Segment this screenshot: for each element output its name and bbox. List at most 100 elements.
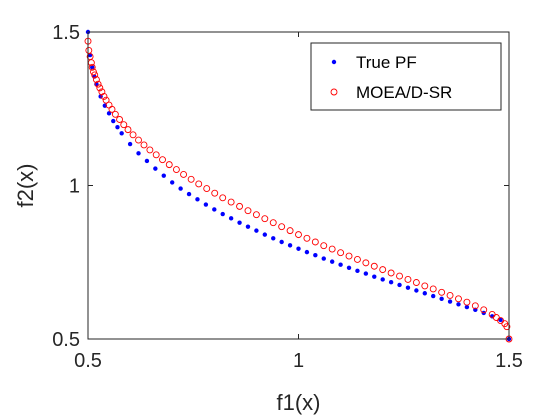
moead-sr-point xyxy=(98,88,106,96)
moead-sr-point xyxy=(187,175,195,183)
true-pf-point xyxy=(422,291,427,296)
moead-sr-point xyxy=(124,126,132,134)
true-pf-point xyxy=(405,285,411,290)
true-pf-point xyxy=(170,180,175,185)
moead-sr-point xyxy=(463,298,471,306)
moead-sr-point xyxy=(211,189,219,197)
true-pf-point xyxy=(127,141,133,147)
moead-sr-point xyxy=(328,245,336,253)
legend-box xyxy=(310,42,502,111)
moead-sr-point xyxy=(412,279,420,286)
true-pf-point xyxy=(111,118,116,124)
true-pf-point xyxy=(313,252,318,258)
y-tick-label: 1 xyxy=(69,176,80,198)
true-pf-point xyxy=(439,296,444,301)
moead-sr-point xyxy=(404,275,412,283)
true-pf-point xyxy=(178,186,183,191)
true-pf-point xyxy=(195,197,200,202)
moead-sr-point xyxy=(396,272,403,280)
moead-sr-point xyxy=(379,266,387,274)
true-pf-point xyxy=(363,271,369,276)
true-pf-point xyxy=(212,207,217,212)
true-pf-point xyxy=(355,268,360,274)
true-pf-point xyxy=(279,239,284,245)
true-pf-point xyxy=(262,232,268,237)
moead-sr-point xyxy=(244,207,252,215)
moead-sr-point xyxy=(116,116,124,123)
moead-sr-point xyxy=(303,234,311,242)
moead-sr-point xyxy=(278,223,286,231)
true-pf-point xyxy=(237,220,242,225)
moead-sr-point xyxy=(203,185,211,193)
true-pf-point xyxy=(414,288,419,293)
moead-sr-point xyxy=(100,93,108,100)
x-tick-label: 1 xyxy=(293,350,304,372)
moead-sr-point xyxy=(362,259,370,267)
moead-sr-point xyxy=(446,291,454,299)
moead-sr-point xyxy=(503,323,511,331)
moead-sr-point xyxy=(345,252,353,260)
true-pf-point xyxy=(228,216,234,221)
x-tick-label: 1.5 xyxy=(495,350,523,372)
true-pf-point xyxy=(186,191,192,197)
true-pf-point xyxy=(271,236,276,241)
moead-sr-point xyxy=(120,121,128,129)
y-tick-label: 0.5 xyxy=(52,329,80,351)
moead-sr-point xyxy=(370,262,378,270)
true-pf-point xyxy=(447,299,453,304)
moead-sr-point xyxy=(96,84,104,92)
moead-sr-point xyxy=(91,71,99,79)
moead-sr-point xyxy=(159,156,166,164)
x-axis-label: f1(x) xyxy=(277,390,321,415)
true-pf-point xyxy=(456,302,461,307)
moead-sr-point xyxy=(236,202,244,210)
moead-sr-point xyxy=(337,249,345,257)
moead-sr-point xyxy=(438,288,446,296)
moead-sr-point xyxy=(295,231,302,239)
legend-label-moead-sr: MOEA/D-SR xyxy=(356,83,452,102)
moead-sr-point xyxy=(387,269,395,277)
moead-sr-point xyxy=(471,302,479,310)
moead-sr-point xyxy=(429,285,437,293)
true-pf-point xyxy=(136,151,141,156)
true-pf-point xyxy=(329,259,335,264)
true-pf-point xyxy=(161,173,166,178)
moead-sr-point xyxy=(88,63,96,71)
moead-sr-point xyxy=(480,306,488,314)
true-pf-point xyxy=(144,158,150,164)
moead-sr-point xyxy=(320,242,328,250)
true-pf-point xyxy=(338,262,343,267)
x-tick-label: 0.5 xyxy=(74,350,102,372)
true-pf-point xyxy=(431,293,436,299)
true-pf-point xyxy=(119,131,124,136)
moead-sr-point xyxy=(165,161,173,169)
true-pf-point xyxy=(321,256,326,261)
true-pf-point xyxy=(296,246,301,251)
true-pf-point xyxy=(397,282,402,288)
moead-sr-point xyxy=(286,227,294,235)
moead-sr-point xyxy=(261,215,269,223)
moead-sr-point xyxy=(108,105,116,113)
true-pf-point xyxy=(388,280,394,285)
ticks-layer: 0.5 1 1.5 0.5 1 1.5 xyxy=(52,22,523,372)
moead-sr-point xyxy=(219,194,227,202)
true-pf-point xyxy=(287,243,293,248)
moead-sr-point xyxy=(135,136,142,144)
true-pf-point xyxy=(90,65,95,70)
series-1 xyxy=(84,37,513,343)
moead-sr-point xyxy=(140,141,148,149)
moead-sr-point xyxy=(311,238,319,246)
moead-sr-point xyxy=(421,282,429,290)
moead-sr-point xyxy=(129,131,137,139)
true-pf-point xyxy=(153,166,158,171)
legend: True PF MOEA/D-SR xyxy=(310,42,502,111)
moead-sr-point xyxy=(90,68,97,76)
moead-sr-point xyxy=(269,219,277,227)
true-pf-point xyxy=(115,124,120,130)
moead-sr-point xyxy=(252,211,260,219)
true-pf-point xyxy=(245,224,251,229)
legend-label-true-pf: True PF xyxy=(356,53,417,72)
y-tick-label: 1.5 xyxy=(52,22,80,44)
true-pf-point xyxy=(380,277,385,282)
